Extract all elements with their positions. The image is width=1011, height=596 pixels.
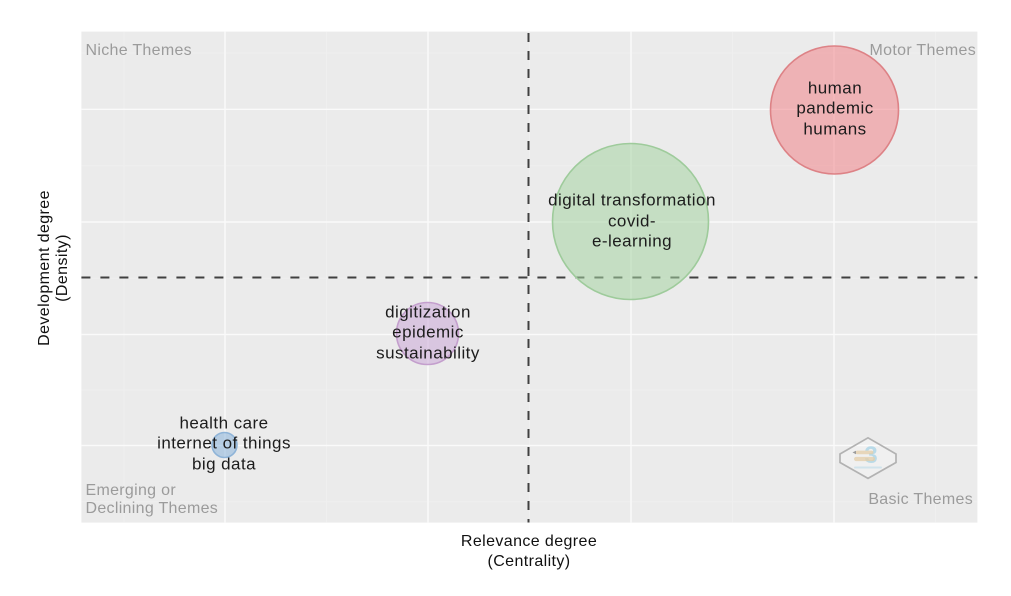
svg-text:3: 3 xyxy=(864,442,877,469)
